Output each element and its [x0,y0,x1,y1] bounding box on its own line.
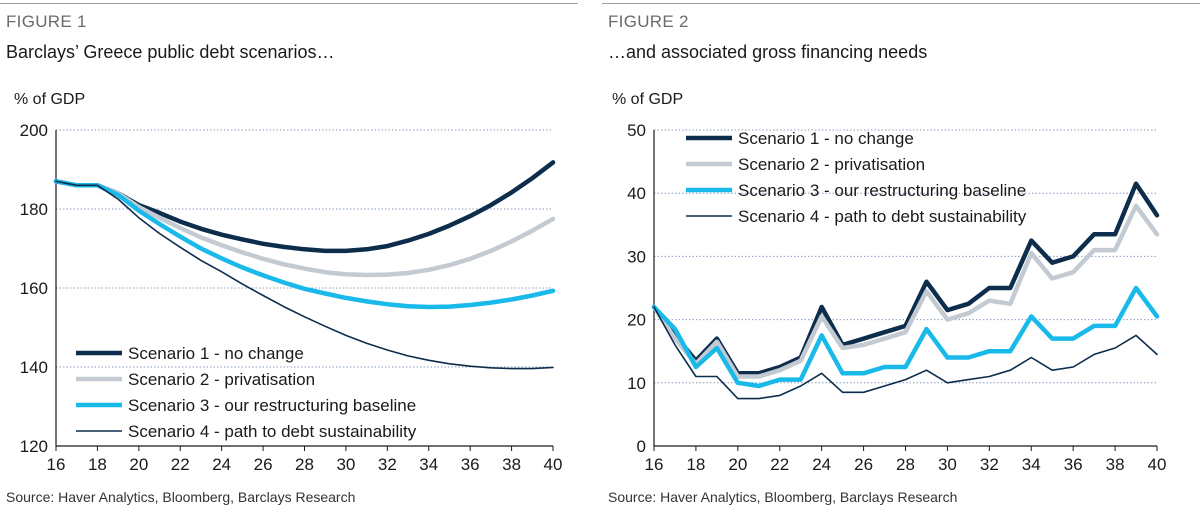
x-tick-label: 22 [171,455,190,474]
series-line-3 [651,285,1160,389]
y-tick-label: 140 [20,358,48,377]
x-tick-label: 16 [47,455,66,474]
y-tick-label: 30 [627,247,646,266]
series-line-2 [53,179,556,278]
legend-label-1: Scenario 1 - no change [738,129,914,148]
x-tick-label: 32 [980,455,999,474]
y-tick-label: 120 [20,437,48,456]
y-tick-label: 0 [637,437,646,456]
x-tick-label: 36 [461,455,480,474]
x-tick-label: 18 [686,455,705,474]
x-tick-label: 18 [88,455,107,474]
legend-label-3: Scenario 3 - our restructuring baseline [738,181,1026,200]
y-tick-label: 10 [627,374,646,393]
x-tick-label: 26 [854,455,873,474]
legend-label-4: Scenario 4 - path to debt sustainability [738,207,1027,226]
y-axis-label: % of GDP [14,91,85,108]
x-tick-label: 30 [336,455,355,474]
series-line-4 [653,306,1158,400]
y-tick-label: 50 [627,121,646,140]
x-tick-label: 38 [1106,455,1125,474]
x-tick-label: 24 [812,455,831,474]
x-tick-label: 34 [419,455,438,474]
y-axis-label: % of GDP [612,91,683,108]
legend-label-2: Scenario 2 - privatisation [738,155,925,174]
figure-2-label: FIGURE 2 [608,12,689,31]
x-tick-label: 40 [1148,455,1167,474]
x-tick-label: 34 [1022,455,1041,474]
figure-2-top-rule [602,3,1200,4]
figure-1-title: Barclays’ Greece public debt scenarios… [6,42,335,62]
x-tick-label: 38 [502,455,521,474]
figure-1-label: FIGURE 1 [6,12,87,31]
y-tick-label: 180 [20,200,48,219]
figure-1-source: Source: Haver Analytics, Bloomberg, Barc… [6,489,356,505]
x-tick-label: 26 [254,455,273,474]
x-tick-label: 32 [378,455,397,474]
x-tick-label: 30 [938,455,957,474]
x-tick-label: 36 [1064,455,1083,474]
x-tick-label: 40 [544,455,563,474]
series-line-4 [55,180,554,370]
series-line-3 [53,179,556,310]
legend-label-1: Scenario 1 - no change [128,344,304,363]
x-tick-label: 20 [129,455,148,474]
x-tick-label: 20 [728,455,747,474]
y-tick-label: 160 [20,279,48,298]
y-tick-label: 40 [627,184,646,203]
y-tick-label: 20 [627,311,646,330]
figure-2-chart: % of GDP 0 10 20 30 40 50 16 18 20 22 24 26 28 30 32 34 3… [612,91,1167,474]
legend-label-2: Scenario 2 - privatisation [128,370,315,389]
figure-2-title: …and associated gross financing needs [608,42,928,62]
figure-1-panel: FIGURE 1 Barclays’ Greece public debt sc… [0,0,578,526]
figure-2-panel: FIGURE 2 …and associated gross financing… [602,0,1200,526]
figure-1-chart: % of GDP 120 140 160 180 200 16 18 20 22 24 26 28 30 3… [14,91,563,474]
x-tick-label: 22 [770,455,789,474]
legend-label-3: Scenario 3 - our restructuring baseline [128,396,416,415]
legend-label-4: Scenario 4 - path to debt sustainability [128,422,417,441]
figure-1-top-rule [0,3,578,4]
series-line-2 [651,203,1160,379]
x-tick-label: 28 [896,455,915,474]
y-tick-label: 200 [20,121,48,140]
figure-2-source: Source: Haver Analytics, Bloomberg, Barc… [608,489,958,505]
x-tick-label: 28 [295,455,314,474]
x-tick-label: 16 [645,455,664,474]
x-tick-label: 24 [212,455,231,474]
